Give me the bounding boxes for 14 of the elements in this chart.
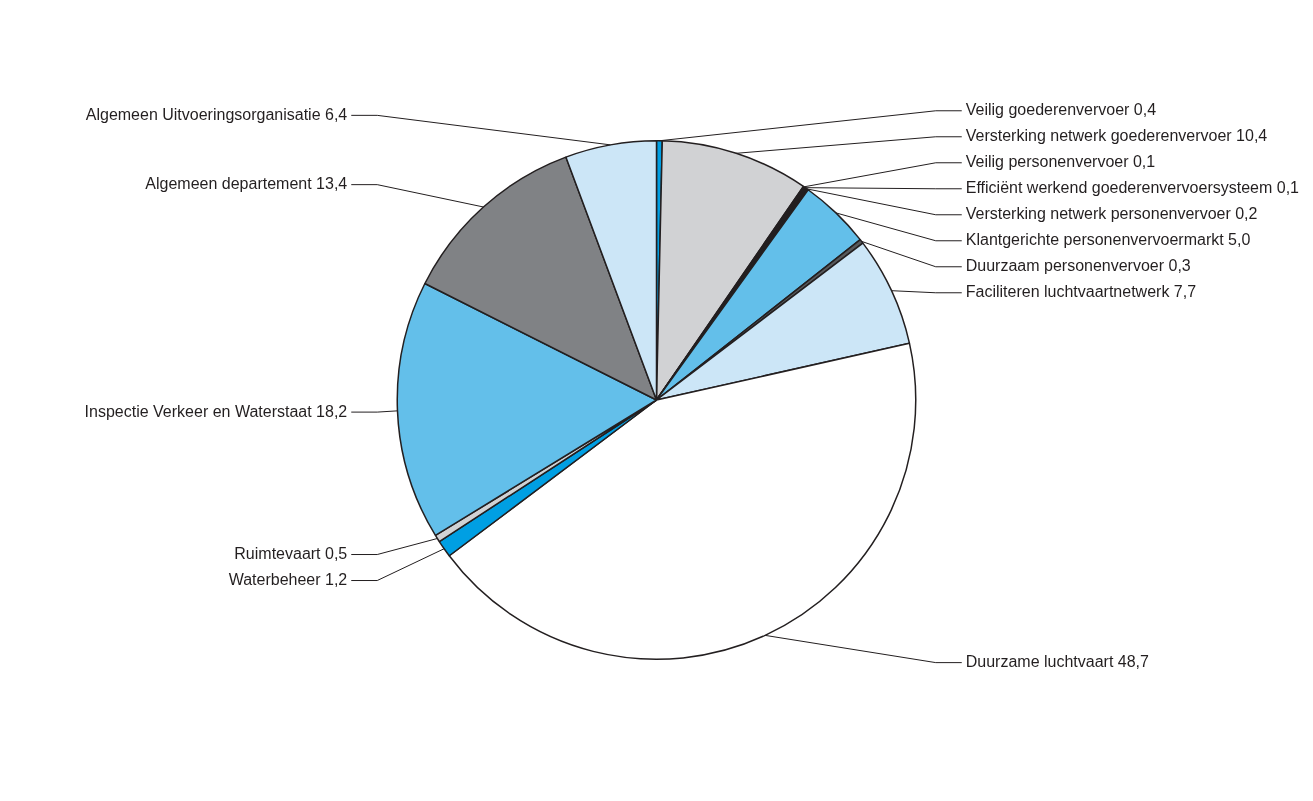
slice-label: Duurzaam personenvervoer 0,3 <box>965 257 1191 275</box>
slice-label: Ruimtevaart 0,5 <box>234 544 348 562</box>
slice-label: Algemeen Uitvoeringsorganisatie 6,4 <box>85 105 348 123</box>
slice-label: Veilig goederenvervoer 0,4 <box>965 101 1157 119</box>
slice-label: Versterking netwerk goederenvervoer 10,4 <box>965 127 1268 145</box>
slice-label: Algemeen departement 13,4 <box>145 175 348 193</box>
slice-label: Inspectie Verkeer en Waterstaat 18,2 <box>84 402 348 420</box>
slice-label: Efficiënt werkend goederenvervoersysteem 0,1 <box>965 179 1300 197</box>
slice-label: Waterbeheer 1,2 <box>228 570 348 588</box>
slice-label: Veilig personenvervoer 0,1 <box>965 153 1156 171</box>
slice-label: Klantgerichte personenvervoermarkt 5,0 <box>965 231 1251 249</box>
slice-label: Duurzame luchtvaart 48,7 <box>965 653 1150 671</box>
slice-label: Faciliteren luchtvaartnetwerk 7,7 <box>965 283 1197 301</box>
slice-label: Versterking netwerk personenvervoer 0,2 <box>965 205 1258 223</box>
